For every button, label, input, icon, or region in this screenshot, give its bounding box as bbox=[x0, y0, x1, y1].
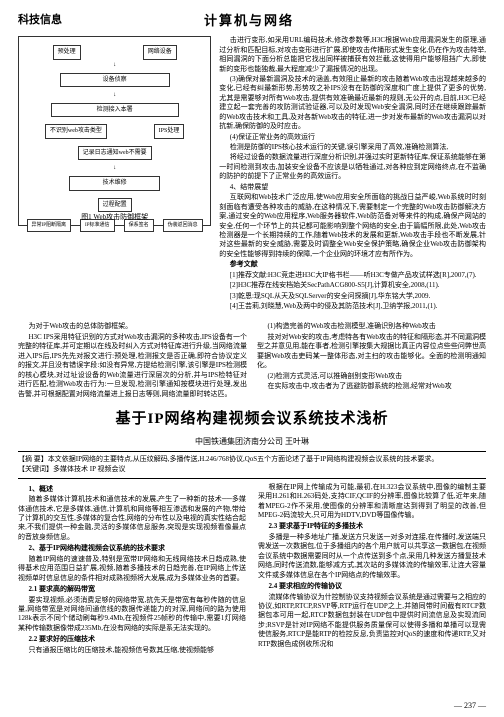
figure-caption: 图1 Web攻击防御框架 bbox=[19, 213, 210, 223]
para: (4)保证正常业务的高效运行 bbox=[219, 133, 486, 142]
journal-category: 计算机与网络 bbox=[204, 12, 294, 30]
para: 根据在IP网上传输成为可能,最初,在H.323会议系统中,图像的编制主要采用H.… bbox=[258, 483, 486, 521]
subsection-heading: 2.3 要求基于IP特征的多播技术 bbox=[258, 522, 486, 531]
para: 技对对Web安的攻击,考虑特各有Web攻击的特征和隔形态,并不同漏洞模型之并意见… bbox=[257, 333, 486, 371]
subsection-heading: 2.1 要求高的解码带宽 bbox=[18, 585, 246, 594]
right-column-text: 击进行变形,如采用URL编码技术,修改参数等,H3C根据Web应用漏洞发生的原理… bbox=[219, 36, 486, 312]
para: (1)构造完善的Web攻击检测模型,准确识别各种Web攻击 bbox=[257, 322, 486, 331]
para: 为对于Web攻击的总体防御框架。 bbox=[18, 322, 247, 331]
ref: [2]H3C推荐在线安档始关SecPathACG800-S5[J],计算机安全,… bbox=[219, 281, 486, 290]
para: 互联网和Web技术广泛应用,使Web应用安全所面临的挑战日益严峻,Web系统时时… bbox=[219, 193, 486, 259]
ref: [3]乾恩:现SQL从天及SQLServer的安全问探摘[J],华东铭大学,20… bbox=[219, 292, 486, 301]
page-number: — 237 — bbox=[454, 700, 486, 711]
keywords-text: 【关键词】多媒体技术 IP 视频会议 bbox=[18, 465, 486, 475]
abstract-text: 【摘 要】本文依据IP网络的主要特点,从压纹解码,多播传送,H.246/768协… bbox=[18, 455, 486, 465]
subsection-heading: 2.2 要求好的压缩技术 bbox=[18, 635, 246, 644]
diag-box: 不识别web攻击类型 bbox=[45, 124, 107, 138]
lower-two-column: 1、概述 随着多媒体计算机技术和通信技术的发展,产生了一种新的技术──多媒体通信… bbox=[18, 483, 486, 655]
ref: [4]王芸莉,刘晓慧,Web及两中的侵及其防范技术[J],卫纳学报,2011,(… bbox=[219, 302, 486, 311]
diag-box: 设备侦察 bbox=[60, 73, 170, 87]
refs-heading: 参考文献 bbox=[219, 260, 486, 269]
para: 检测是防御的IPS核心技术运行的关键,误引擎采用了高效,准确检测算法, bbox=[219, 143, 486, 152]
para: 在实际攻击中,攻击者为了逃避防御系统的检测,经常对Web攻 bbox=[257, 382, 486, 391]
para: 多播是一种多地址广播,发送方只发送一对多对连接,在传播时,发送端只需发送一次数据… bbox=[258, 533, 486, 580]
diag-box: 预处理 bbox=[53, 45, 81, 59]
abstract-block: 【摘 要】本文依据IP网络的主要特点,从压纹解码,多播传送,H.246/768协… bbox=[18, 451, 486, 479]
para: 击进行变形,如采用URL编码技术,修改参数等,H3C根据Web应用漏洞发生的原理… bbox=[219, 36, 486, 74]
para: 流媒体传输协议为什控制协议支持视频会议系统是通过需要与之相应的协议,如RTP,R… bbox=[258, 593, 486, 650]
subsection-heading: 2.4 要求相应的传输协议 bbox=[258, 582, 486, 591]
article-title: 基于IP网络构建视频会议系统技术浅析 bbox=[18, 409, 486, 430]
section-heading: 1、概述 bbox=[18, 485, 246, 494]
diag-box: 记录日志通知web不需要 bbox=[78, 146, 152, 160]
diag-box: IPS处理 bbox=[154, 124, 185, 138]
para: H3C IPS采用特征识别的方式对Web攻击漏洞的多种攻击,IPS设备有一个完整… bbox=[18, 333, 247, 399]
ref: [1]推荐文献:H3C竞走进H3C大IP格书栏——听H3C专做产品攻试样选[R]… bbox=[219, 271, 486, 280]
below-diagram-text: 为对于Web攻击的总体防御框架。 H3C IPS采用特征识别的方式对Web攻击漏… bbox=[18, 322, 486, 399]
section-heading: 2、基于IP网络构建视频会议系统的技术要求 bbox=[18, 544, 246, 553]
diag-box: 过程配置 bbox=[98, 198, 132, 212]
para: 要实现视频,必须消费足够的网络带宽,抗先天是带宽有每秒传随的信息量,网络带宽是对… bbox=[18, 596, 246, 634]
para: (3)确保对最新漏洞及技术的涵盖,有效阻止最新的攻击随着Web攻击出现越来越多的… bbox=[219, 75, 486, 132]
diagram-figure: 预处理 网络设备 ↓ 设备侦察 ↓ 检测接入本署 不识别web攻击类型 IPS处… bbox=[18, 36, 211, 226]
para: 只有通报压缩比的压缩技术,能视频信号数其压缩,使视频能够 bbox=[18, 646, 246, 655]
para: (2)检测方式灵活,可以推确剖别变形Web攻击 bbox=[257, 372, 486, 381]
para: 随着IP网络的速速普及,特别是宽带IP网络和无线网络技术日趋成熟,使得基术应用范… bbox=[18, 555, 246, 583]
diag-box: 检测接入本署 bbox=[51, 103, 179, 117]
para: 4、结带展望 bbox=[219, 183, 486, 192]
author-info: 中国铁通集团济南分公司 王叶琳 bbox=[18, 436, 486, 447]
para: 随着多媒体计算机技术和通信技术的发展,产生了一种新的技术──多媒体通信技术,它是… bbox=[18, 495, 246, 542]
journal-section: 科技信息 bbox=[18, 13, 62, 28]
para: 将经过设备的数据流量进行深度分析识别,并强过实时更新特征库,保证系统能够在第一时… bbox=[219, 153, 486, 181]
diag-box: 技术维修 bbox=[69, 176, 161, 190]
diag-box: 网络设备 bbox=[143, 45, 177, 59]
